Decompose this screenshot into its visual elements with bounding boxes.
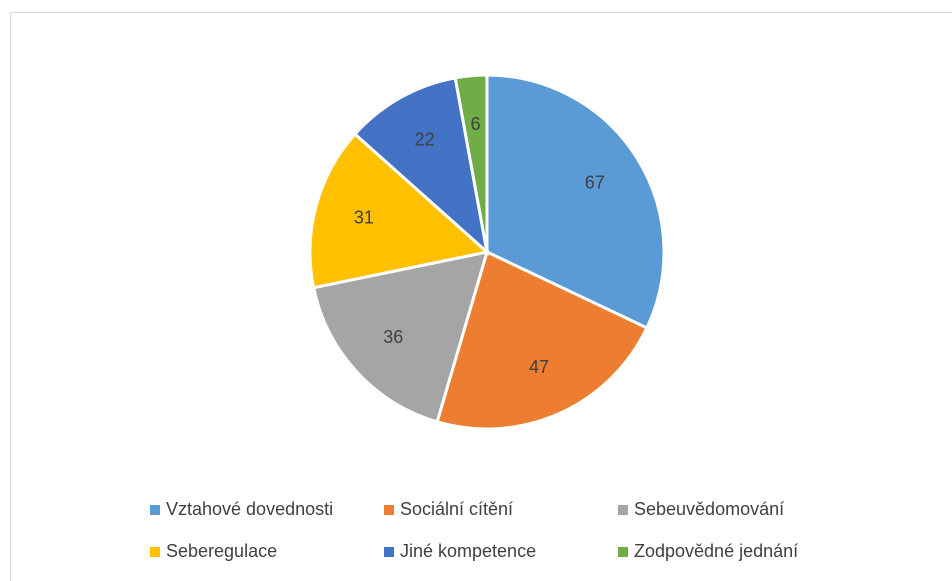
pie-slice [352,76,490,257]
legend-marker [150,547,160,557]
legend-label: Zodpovědné jednání [634,541,798,561]
legend-marker [150,505,160,515]
data-label: 6 [471,114,481,134]
data-label: 36 [383,327,403,347]
legend-label: Jiné kompetence [400,541,536,561]
legend-marker [618,547,628,557]
pie-slice [485,73,666,330]
legend-label: Vztahové dovednosti [166,499,333,519]
legend-label: Sebeuvědomování [634,499,784,519]
pie-slice [453,73,489,253]
legend-label: Sociální cítění [400,499,513,519]
data-label: 22 [415,130,435,150]
legend-label: Seberegulace [166,541,277,561]
pie-slice [311,250,490,424]
data-label: 47 [529,357,549,377]
pie-slice [435,249,649,431]
data-label: 67 [585,173,605,193]
legend-marker [384,547,394,557]
pie-slice [308,131,491,290]
data-label: 31 [354,208,374,228]
legend-marker [618,505,628,515]
legend-marker [384,505,394,515]
